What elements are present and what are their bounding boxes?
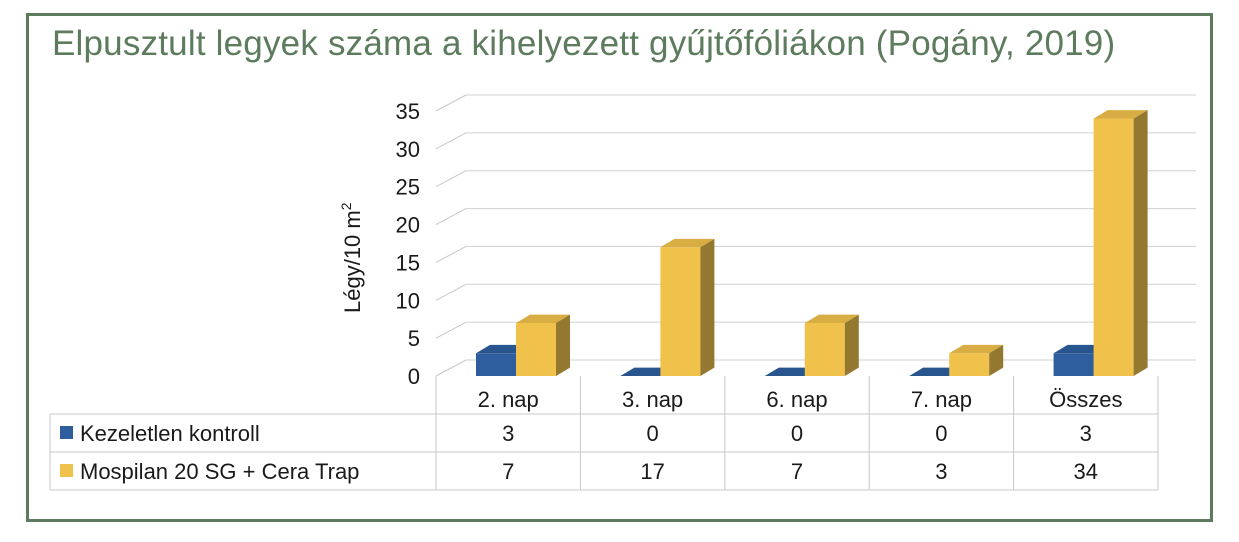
x-tick-label: 7. nap bbox=[911, 387, 972, 412]
data-label: 3 bbox=[935, 459, 947, 484]
y-tick-label: 35 bbox=[396, 99, 420, 124]
bar-side bbox=[556, 314, 570, 376]
y-tick-label: 0 bbox=[408, 364, 420, 389]
bar bbox=[660, 238, 715, 376]
legend-label: Mospilan 20 SG + Cera Trap bbox=[80, 459, 359, 484]
bar-top bbox=[660, 238, 715, 248]
data-table: 2. nap 3. nap 6. nap 7. nap Összes Kezeletlen… bbox=[49, 376, 1159, 491]
bar-front bbox=[660, 247, 701, 376]
bar-front bbox=[476, 353, 516, 376]
data-label: 0 bbox=[935, 421, 947, 446]
data-label: 7 bbox=[791, 459, 803, 484]
data-label: 3 bbox=[502, 421, 514, 446]
bar-front bbox=[804, 323, 845, 376]
y-tick-label: 5 bbox=[408, 326, 420, 351]
y-axis-label-sup: 2 bbox=[338, 202, 354, 210]
gridline-depth bbox=[435, 94, 467, 112]
bar-side bbox=[700, 238, 715, 376]
bar-top bbox=[1093, 110, 1148, 119]
bar bbox=[804, 314, 859, 376]
legend-swatch bbox=[60, 426, 73, 439]
bar-side bbox=[989, 344, 1004, 376]
gridline-depth bbox=[435, 132, 467, 150]
legend-swatch bbox=[60, 464, 73, 477]
y-axis-label-text: Légy/10 m bbox=[340, 210, 365, 313]
bar-top bbox=[804, 314, 859, 323]
x-tick-label: 3. nap bbox=[622, 387, 683, 412]
x-tick-label: 6. nap bbox=[766, 387, 827, 412]
x-tick-label: Összes bbox=[1049, 387, 1122, 412]
bar bbox=[516, 314, 570, 376]
bar-side bbox=[844, 314, 859, 376]
bar-front bbox=[949, 353, 990, 376]
bar bbox=[1093, 110, 1148, 377]
data-label: 0 bbox=[646, 421, 658, 446]
bar-front bbox=[1093, 118, 1134, 377]
data-label: 7 bbox=[502, 459, 514, 484]
bar-front bbox=[516, 323, 556, 376]
bar-top bbox=[516, 314, 570, 323]
bar bbox=[949, 344, 1004, 376]
x-tick-label: 2. nap bbox=[478, 387, 539, 412]
gridline-depth bbox=[435, 208, 467, 226]
chart-frame bbox=[26, 13, 1213, 522]
y-tick-label: 15 bbox=[396, 250, 420, 275]
y-tick-label: 25 bbox=[396, 175, 420, 200]
data-label: 3 bbox=[1080, 421, 1092, 446]
data-label: 0 bbox=[791, 421, 803, 446]
y-tick-label: 30 bbox=[396, 137, 420, 162]
legend-label: Kezeletlen kontroll bbox=[80, 421, 260, 446]
bar-top bbox=[949, 344, 1004, 354]
gridline-depth bbox=[435, 321, 467, 339]
y-axis-label: Légy/10 m2 bbox=[338, 202, 365, 313]
data-label: 34 bbox=[1074, 459, 1098, 484]
y-tick-label: 10 bbox=[396, 288, 420, 313]
gridline-depth bbox=[435, 170, 467, 188]
gridline-depth bbox=[435, 283, 467, 301]
y-tick-label: 20 bbox=[396, 213, 420, 238]
bars-layer bbox=[476, 110, 1148, 377]
chart-title: Elpusztult legyek száma a kihelyezett gy… bbox=[52, 24, 1116, 63]
bar-side bbox=[1133, 110, 1148, 377]
data-label: 17 bbox=[640, 459, 664, 484]
gridline-depth bbox=[435, 245, 467, 263]
gridline-depth bbox=[435, 359, 467, 377]
bar-front bbox=[1053, 353, 1094, 376]
